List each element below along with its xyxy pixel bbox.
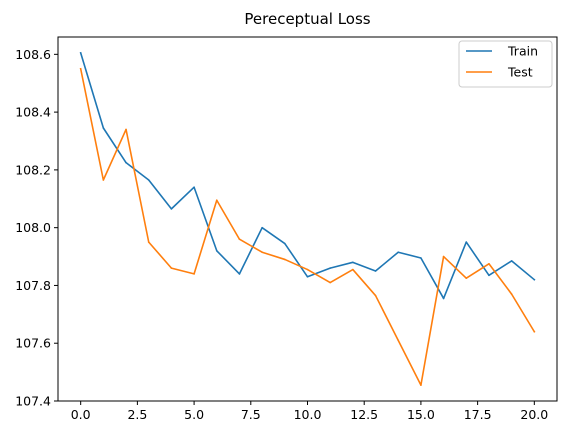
data-point-test [238, 238, 241, 241]
data-point-train [465, 241, 468, 243]
legend: Train Test [458, 40, 553, 88]
legend-label-train: Train [507, 44, 538, 59]
data-point-test [125, 128, 127, 131]
data-point-train [261, 226, 263, 229]
data-point-train [238, 273, 241, 275]
data-point-test [465, 277, 468, 280]
data-point-test [215, 199, 218, 202]
data-point-train [147, 179, 150, 181]
plot-area [57, 36, 558, 402]
data-point-train [397, 251, 400, 254]
y-tick-label: 108.6 [15, 47, 51, 62]
x-tick-label: 20.0 [520, 407, 548, 422]
x-tick-label: 12.5 [350, 407, 378, 422]
data-point-train [102, 127, 105, 129]
data-point-train [193, 186, 195, 189]
y-tick-label: 108.4 [15, 105, 51, 120]
y-tick-label: 107.8 [15, 278, 51, 293]
data-point-test [102, 179, 105, 181]
chart-title: Pereceptual Loss [244, 10, 370, 28]
data-point-train [79, 52, 82, 54]
x-tick-label: 2.5 [127, 407, 147, 422]
data-point-train [510, 260, 513, 262]
data-point-test [284, 258, 286, 261]
data-point-train [306, 275, 309, 278]
y-axis: 107.4 107.6 107.8 108.0 108.2 108.4 108.6 [15, 47, 58, 409]
series-line-test [79, 67, 536, 386]
data-point-train [420, 257, 422, 259]
data-point-test [79, 67, 82, 70]
data-point-train [374, 270, 377, 272]
data-point-test [261, 251, 263, 254]
x-tick-label: 17.5 [464, 407, 492, 422]
y-tick-label: 108.0 [15, 220, 51, 235]
data-point-test [533, 330, 536, 333]
data-point-train [284, 242, 286, 245]
data-point-train [125, 161, 127, 164]
x-tick-label: 15.0 [407, 407, 435, 422]
data-point-train [215, 249, 218, 252]
data-point-test [306, 268, 309, 271]
x-tick-label: 0.0 [71, 407, 91, 422]
data-point-train [329, 267, 331, 269]
y-tick-label: 107.6 [15, 336, 51, 351]
y-tick-label: 107.4 [15, 394, 51, 409]
data-point-test [374, 294, 377, 297]
legend-box [458, 40, 553, 88]
data-point-train [488, 274, 490, 277]
data-point-test [510, 293, 513, 295]
y-tick-label: 108.2 [15, 162, 51, 177]
data-point-test [170, 267, 173, 269]
series-line-train [79, 51, 536, 300]
data-point-test [442, 255, 445, 258]
legend-label-test: Test [507, 65, 533, 80]
data-point-train [352, 261, 354, 264]
data-point-test [147, 241, 150, 243]
x-tick-label: 7.5 [241, 407, 261, 422]
data-point-test [193, 273, 195, 275]
series-layer [79, 51, 536, 386]
x-tick-label: 5.0 [184, 407, 204, 422]
data-point-train [442, 297, 445, 300]
data-point-test [420, 384, 422, 386]
data-point-train [170, 208, 173, 210]
data-point-test [329, 281, 331, 284]
x-axis: 0.0 2.5 5.0 7.5 10.0 12.5 15.0 17.5 20.0 [71, 401, 548, 422]
data-point-test [488, 262, 490, 265]
data-point-test [397, 339, 400, 342]
data-point-test [352, 268, 354, 271]
x-tick-label: 10.0 [294, 407, 322, 422]
data-point-train [533, 278, 536, 281]
